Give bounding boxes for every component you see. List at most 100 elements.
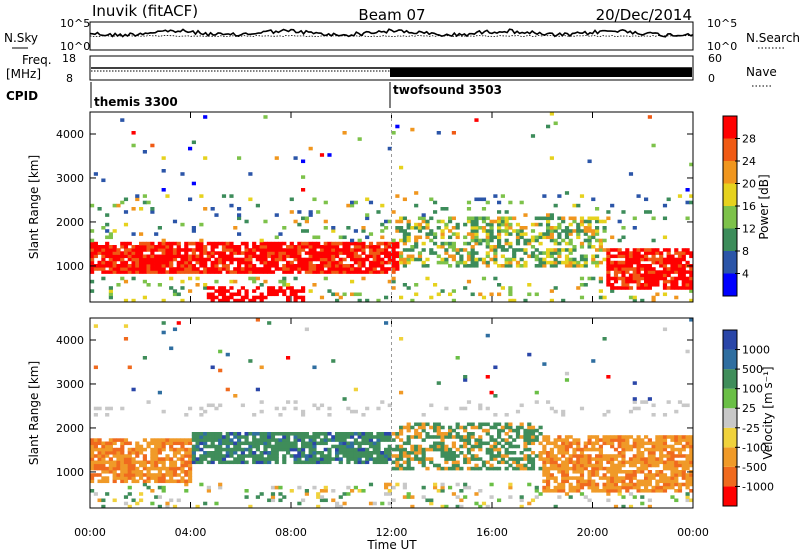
heatmap-cell — [357, 460, 362, 465]
heatmap-cell — [512, 438, 517, 442]
heatmap-cell — [557, 466, 562, 471]
heatmap-cell — [308, 260, 313, 265]
heatmap-cell — [338, 260, 343, 265]
heatmap-cell — [625, 267, 630, 271]
heatmap-cell — [595, 457, 600, 461]
heatmap-cell — [689, 457, 694, 461]
heatmap-cell — [376, 451, 381, 455]
heatmap-cell — [176, 248, 181, 252]
heatmap-cell — [421, 216, 426, 221]
heatmap-cell — [410, 226, 415, 230]
heatmap-cell — [655, 283, 660, 287]
heatmap-cell — [402, 264, 407, 268]
heatmap-cell — [312, 403, 317, 408]
heatmap-cell — [425, 226, 430, 230]
heatmap-cell — [323, 248, 328, 252]
heatmap-cell — [689, 473, 694, 477]
heatmap-cell — [504, 447, 509, 452]
heatmap-cell — [169, 441, 174, 446]
heatmap-cell — [112, 441, 117, 446]
heatmap-cell — [150, 251, 155, 255]
heatmap-cell — [463, 406, 468, 411]
heatmap-cell — [270, 438, 276, 442]
heatmap-cell — [579, 229, 585, 233]
heatmap-cell — [286, 267, 291, 271]
heatmap-cell — [127, 447, 132, 452]
heatmap-cell — [587, 473, 592, 477]
heatmap-cell — [267, 441, 272, 446]
heatmap-cell — [610, 248, 615, 252]
heatmap-cell — [598, 238, 603, 243]
heatmap-cell — [304, 264, 309, 268]
heatmap-cell — [120, 444, 125, 449]
heatmap-cell — [515, 435, 521, 439]
heatmap-cell — [470, 457, 475, 461]
heatmap-cell — [644, 460, 649, 465]
heatmap-cell — [670, 466, 675, 471]
heatmap-cell — [146, 260, 151, 265]
heatmap-cell — [406, 457, 411, 461]
heatmap-cell — [474, 197, 479, 202]
heatmap-cell — [666, 460, 671, 465]
heatmap-cell — [689, 489, 694, 493]
heatmap-cell — [180, 463, 185, 468]
heatmap-cell — [301, 257, 306, 262]
heatmap-cell — [376, 432, 381, 436]
heatmap-cell — [301, 409, 306, 414]
heatmap-cell — [463, 441, 468, 446]
heatmap-cell — [312, 454, 317, 458]
heatmap-cell — [335, 245, 340, 249]
heatmap-cell — [549, 454, 554, 458]
heatmap-cell — [579, 451, 585, 455]
heatmap-cell — [613, 270, 619, 274]
heatmap-cell — [677, 276, 683, 281]
heatmap-cell — [399, 260, 404, 265]
heatmap-cell — [651, 143, 656, 148]
heatmap-cell — [391, 438, 396, 442]
heatmap-cell — [357, 441, 362, 446]
heatmap-cell — [610, 267, 615, 271]
heatmap-cell — [587, 435, 592, 439]
heatmap-cell — [542, 460, 547, 465]
heatmap-cell — [361, 270, 366, 274]
heatmap-cell — [308, 441, 313, 446]
heatmap-cell — [587, 498, 592, 503]
heatmap-cell — [523, 454, 528, 458]
heatmap-cell — [240, 460, 245, 465]
heatmap-cell — [154, 270, 159, 274]
heatmap-cell — [674, 438, 679, 442]
heatmap-cell — [225, 441, 230, 446]
heatmap-cell — [308, 267, 313, 271]
heatmap-cell — [677, 470, 683, 474]
heatmap-cell — [161, 466, 166, 471]
heatmap-cell — [579, 463, 585, 468]
heatmap-cell — [689, 460, 694, 465]
heatmap-cell — [621, 210, 626, 214]
heatmap-cell — [244, 438, 249, 442]
heatmap-cell — [135, 260, 140, 265]
heatmap-cell — [598, 295, 603, 300]
heatmap-cell — [647, 473, 652, 477]
heatmap-cell — [252, 413, 257, 417]
heatmap-cell — [666, 257, 671, 262]
heatmap-cell — [157, 257, 162, 262]
heatmap-cell — [312, 457, 317, 461]
heatmap-cell — [440, 425, 445, 430]
heatmap-cell — [154, 457, 159, 461]
heatmap-cell — [410, 298, 415, 303]
heatmap-cell — [595, 226, 600, 230]
heatmap-cell — [440, 432, 445, 436]
heatmap-cell — [101, 447, 106, 452]
heatmap-cell — [214, 241, 219, 246]
heatmap-cell — [508, 289, 513, 293]
heatmap-cell — [644, 457, 649, 461]
heatmap-cell — [402, 451, 407, 455]
heatmap-cell — [610, 479, 615, 484]
heatmap-cell — [154, 476, 159, 480]
heatmap-cell — [282, 248, 287, 252]
heatmap-cell — [157, 226, 162, 230]
heatmap-cell — [466, 216, 472, 221]
heatmap-cell — [621, 264, 626, 268]
heatmap-cell — [233, 444, 238, 449]
heatmap-cell — [519, 463, 524, 468]
